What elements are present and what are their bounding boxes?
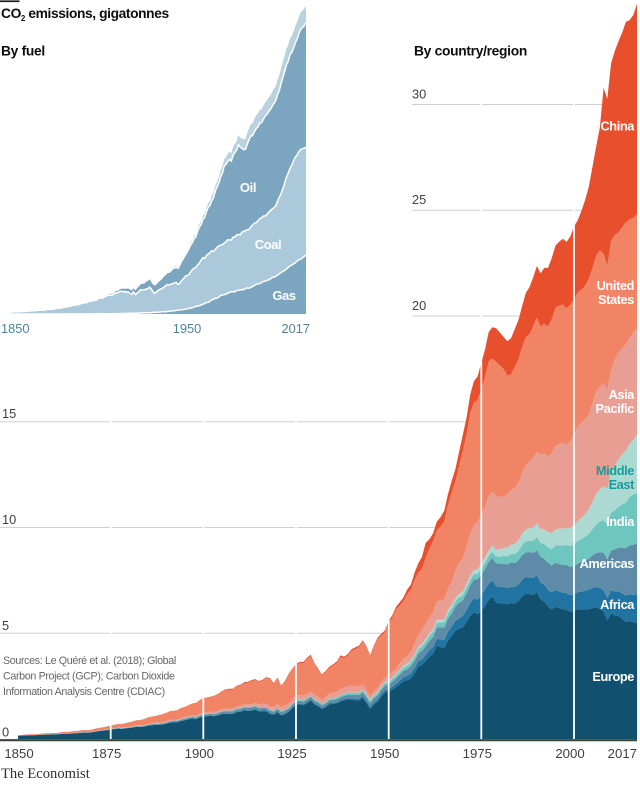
svg-text:2017: 2017 [282,321,310,336]
svg-text:2000: 2000 [555,746,584,761]
svg-text:Coal: Coal [255,237,282,252]
svg-text:Oil: Oil [240,180,256,195]
svg-text:India: India [606,514,635,529]
svg-text:1875: 1875 [92,746,121,761]
svg-text:Asia: Asia [609,387,636,402]
svg-text:States: States [598,292,634,307]
svg-text:1900: 1900 [185,746,214,761]
svg-text:10: 10 [2,512,16,527]
svg-text:Sources: Le Quéré et al. (2018: Sources: Le Quéré et al. (2018); Global [3,655,176,667]
svg-text:CO2 emissions, gigatonnes: CO2 emissions, gigatonnes [1,6,169,23]
svg-text:1850: 1850 [4,746,33,761]
svg-text:25: 25 [412,192,426,207]
svg-text:Information Analysis Centre (C: Information Analysis Centre (CDIAC) [3,686,165,698]
svg-text:Americas: Americas [580,556,635,571]
svg-text:20: 20 [412,298,426,313]
svg-text:Pacific: Pacific [596,401,635,416]
svg-text:Europe: Europe [592,669,634,684]
svg-text:1925: 1925 [277,746,306,761]
svg-text:1975: 1975 [463,746,492,761]
svg-text:5: 5 [2,618,9,633]
svg-text:0: 0 [2,725,9,740]
svg-text:China: China [600,119,635,134]
svg-text:By country/region: By country/region [414,44,527,59]
svg-text:Carbon Project (GCP); Carbon D: Carbon Project (GCP); Carbon Dioxide [3,671,175,683]
svg-text:1850: 1850 [1,321,29,336]
svg-text:By fuel: By fuel [1,44,45,59]
svg-text:East: East [609,477,636,492]
svg-text:30: 30 [412,87,426,102]
svg-text:15: 15 [2,406,16,421]
svg-text:1950: 1950 [370,746,399,761]
svg-text:The Economist: The Economist [1,766,90,782]
svg-text:Gas: Gas [272,288,296,303]
svg-text:2017: 2017 [608,746,637,761]
svg-text:Middle: Middle [596,463,634,478]
svg-text:1950: 1950 [173,321,201,336]
svg-text:United: United [597,278,634,293]
svg-text:Africa: Africa [600,597,635,612]
